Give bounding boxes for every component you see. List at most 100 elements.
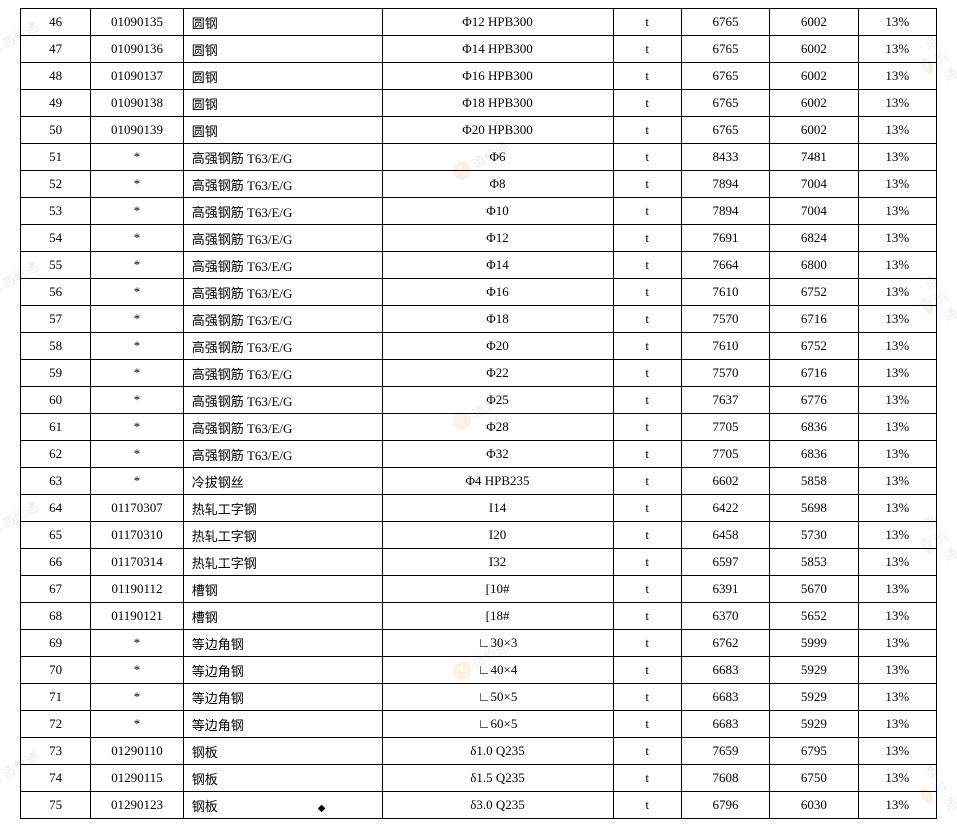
cell-price1: 7894 xyxy=(681,198,769,225)
cell-name: 高强钢筋 T63/E/G xyxy=(183,387,382,414)
cell-seq: 70 xyxy=(21,657,91,684)
cell-price1: 6765 xyxy=(681,117,769,144)
cell-code: 01090138 xyxy=(91,90,183,117)
cell-price1: 6765 xyxy=(681,90,769,117)
table-body: 4601090135圆钢Φ12 HPB300t6765600213%470109… xyxy=(21,9,937,819)
cell-code: * xyxy=(91,171,183,198)
cell-price2: 6716 xyxy=(770,306,858,333)
table-row: 6601170314热轧工字钢I32t6597585313% xyxy=(21,549,937,576)
cell-rate: 13% xyxy=(858,333,936,360)
cell-code: 01170310 xyxy=(91,522,183,549)
cell-code: * xyxy=(91,441,183,468)
cell-code: * xyxy=(91,279,183,306)
cell-code: 01290110 xyxy=(91,738,183,765)
cell-unit: t xyxy=(613,657,681,684)
cell-rate: 13% xyxy=(858,171,936,198)
cell-spec: Φ16 HPB300 xyxy=(382,63,613,90)
cell-code: * xyxy=(91,144,183,171)
cell-code: 01290115 xyxy=(91,765,183,792)
cell-rate: 13% xyxy=(858,522,936,549)
cell-price1: 7691 xyxy=(681,225,769,252)
table-row: 7401290115钢板δ1.5 Q235t7608675013% xyxy=(21,765,937,792)
cell-rate: 13% xyxy=(858,414,936,441)
cell-rate: 13% xyxy=(858,765,936,792)
cell-spec: Φ14 xyxy=(382,252,613,279)
cell-rate: 13% xyxy=(858,468,936,495)
cell-price1: 6765 xyxy=(681,9,769,36)
cell-seq: 60 xyxy=(21,387,91,414)
cell-price2: 6750 xyxy=(770,765,858,792)
cell-rate: 13% xyxy=(858,792,936,819)
cell-code: * xyxy=(91,198,183,225)
cell-price2: 6824 xyxy=(770,225,858,252)
cell-rate: 13% xyxy=(858,360,936,387)
cell-code: * xyxy=(91,225,183,252)
table-row: 61*高强钢筋 T63/E/GΦ28t7705683613% xyxy=(21,414,937,441)
cell-name: 圆钢 xyxy=(183,117,382,144)
table-row: 56*高强钢筋 T63/E/GΦ16t7610675213% xyxy=(21,279,937,306)
cell-price1: 6602 xyxy=(681,468,769,495)
cell-spec: Φ28 xyxy=(382,414,613,441)
cell-rate: 13% xyxy=(858,495,936,522)
cell-spec: Φ32 xyxy=(382,441,613,468)
cell-price1: 6683 xyxy=(681,711,769,738)
cell-unit: t xyxy=(613,198,681,225)
cell-name: 等边角钢 xyxy=(183,711,382,738)
cell-seq: 49 xyxy=(21,90,91,117)
cell-unit: t xyxy=(613,90,681,117)
cell-name: 钢板 xyxy=(183,765,382,792)
cell-spec: Φ18 HPB300 xyxy=(382,90,613,117)
cell-unit: t xyxy=(613,522,681,549)
table-row: 59*高强钢筋 T63/E/GΦ22t7570671613% xyxy=(21,360,937,387)
cell-seq: 54 xyxy=(21,225,91,252)
cell-seq: 58 xyxy=(21,333,91,360)
cell-price1: 7894 xyxy=(681,171,769,198)
cell-seq: 69 xyxy=(21,630,91,657)
cell-price2: 6795 xyxy=(770,738,858,765)
cell-price2: 5730 xyxy=(770,522,858,549)
cell-code: * xyxy=(91,360,183,387)
cell-seq: 46 xyxy=(21,9,91,36)
table-row: 51*高强钢筋 T63/E/GΦ6t8433748113% xyxy=(21,144,937,171)
cell-code: * xyxy=(91,252,183,279)
cell-price2: 6002 xyxy=(770,90,858,117)
cell-name: 槽钢 xyxy=(183,603,382,630)
cell-name: 高强钢筋 T63/E/G xyxy=(183,333,382,360)
cell-name: 冷拔钢丝 xyxy=(183,468,382,495)
cell-unit: t xyxy=(613,306,681,333)
cell-price1: 7610 xyxy=(681,279,769,306)
cell-rate: 13% xyxy=(858,603,936,630)
materials-table: 4601090135圆钢Φ12 HPB300t6765600213%470109… xyxy=(20,8,937,819)
cell-spec: Φ8 xyxy=(382,171,613,198)
cell-spec: ∟30×3 xyxy=(382,630,613,657)
cell-price2: 7004 xyxy=(770,171,858,198)
cell-rate: 13% xyxy=(858,657,936,684)
cell-price1: 6765 xyxy=(681,63,769,90)
cell-unit: t xyxy=(613,414,681,441)
cell-price1: 6683 xyxy=(681,684,769,711)
cell-spec: Φ6 xyxy=(382,144,613,171)
cell-price2: 5652 xyxy=(770,603,858,630)
cell-price2: 6776 xyxy=(770,387,858,414)
cell-name: 高强钢筋 T63/E/G xyxy=(183,252,382,279)
cell-rate: 13% xyxy=(858,711,936,738)
cell-spec: δ1.0 Q235 xyxy=(382,738,613,765)
cell-price2: 5670 xyxy=(770,576,858,603)
cell-unit: t xyxy=(613,441,681,468)
cell-name: 槽钢 xyxy=(183,576,382,603)
cell-price1: 6391 xyxy=(681,576,769,603)
cell-name: 高强钢筋 T63/E/G xyxy=(183,171,382,198)
cell-price1: 7664 xyxy=(681,252,769,279)
cell-code: 01190112 xyxy=(91,576,183,603)
cell-spec: Φ4 HPB235 xyxy=(382,468,613,495)
cell-price2: 5929 xyxy=(770,684,858,711)
cell-spec: Φ18 xyxy=(382,306,613,333)
cell-rate: 13% xyxy=(858,576,936,603)
cell-rate: 13% xyxy=(858,441,936,468)
cell-code: 01290123 xyxy=(91,792,183,819)
watermark-badge-icon: ¥ xyxy=(0,518,4,543)
table-row: 72*等边角钢∟60×5t6683592913% xyxy=(21,711,937,738)
cell-seq: 56 xyxy=(21,279,91,306)
cell-name: 高强钢筋 T63/E/G xyxy=(183,225,382,252)
table-row: 5001090139圆钢Φ20 HPB300t6765600213% xyxy=(21,117,937,144)
